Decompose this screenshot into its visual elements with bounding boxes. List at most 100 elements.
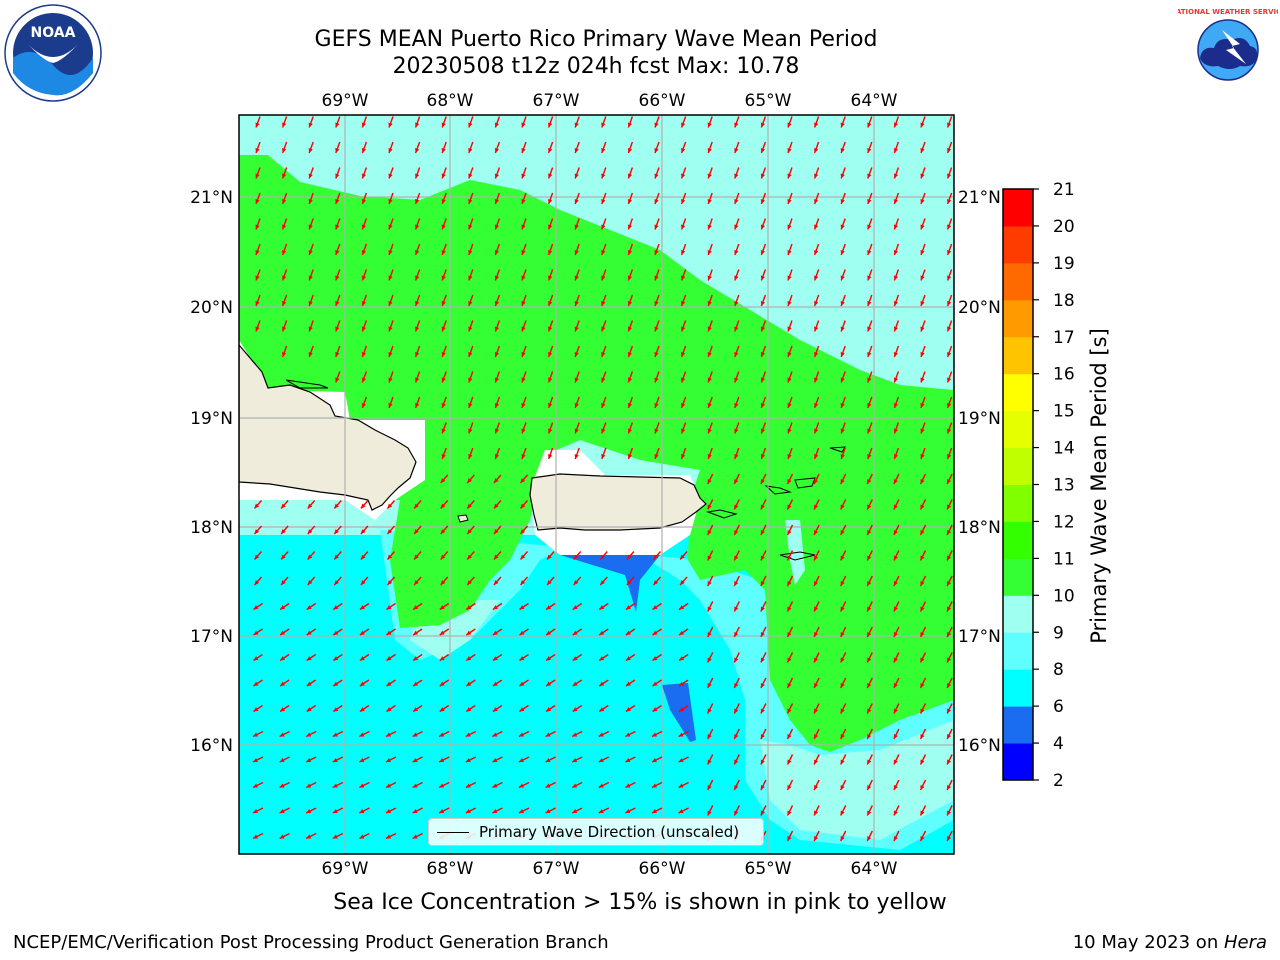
wave-arrow-head (707, 173, 712, 179)
wave-arrow-head (867, 759, 872, 765)
wave-arrow-head (334, 529, 339, 534)
wave-arrow-head (439, 656, 445, 661)
wave-arrow-head (760, 352, 766, 357)
land-culebra (706, 509, 738, 519)
wave-arrow-head (840, 657, 845, 663)
wave-arrow-head (707, 301, 712, 306)
wave-arrow-head (707, 657, 712, 663)
wave-arrow-head (814, 148, 819, 153)
wave-arrow-head (281, 503, 286, 509)
wave-arrow-head (814, 555, 819, 561)
wave-arrow-head (307, 554, 313, 560)
wave-arrow-head (787, 784, 792, 790)
wave-arrow-head (494, 301, 500, 306)
wave-arrow-head (707, 606, 712, 612)
wave-arrow-head (441, 428, 446, 434)
wave-arrow-head (521, 224, 526, 230)
wave-arrow-head (626, 554, 632, 560)
colorbar-segment (1003, 225, 1033, 264)
wave-arrow-head (332, 809, 338, 813)
wave-arrow-head (652, 681, 658, 686)
ocean-period-10-11 (239, 155, 954, 752)
wave-arrow-head (867, 784, 872, 790)
wave-arrow-head (734, 810, 739, 816)
colorbar-tick-label: 4 (1053, 734, 1064, 754)
wave-arrow-head (412, 809, 418, 813)
ocean-period-9-10-south (760, 720, 954, 840)
wave-arrow-head (893, 326, 899, 332)
wave-arrow-head (494, 173, 500, 179)
wave-arrow-head (920, 377, 925, 383)
wave-arrow-head (734, 454, 739, 459)
wave-arrow-head (308, 173, 313, 179)
wave-arrow-head (545, 732, 551, 737)
wave-arrow-head (893, 250, 899, 255)
wave-arrow-head (947, 326, 952, 332)
wave-arrow-head (468, 122, 473, 128)
wave-arrow-head (760, 224, 766, 230)
wave-arrow-head (760, 708, 765, 714)
wave-arrow-head (760, 173, 766, 179)
map-frame (238, 114, 955, 855)
wave-arrow-head (681, 122, 686, 128)
wave-arrow-head (521, 199, 526, 204)
wave-arrow-head (814, 122, 819, 128)
wave-arrow-head (572, 809, 578, 813)
colorbar-segment (1003, 336, 1033, 375)
lon-label-bottom: 68°W (427, 859, 474, 879)
colorbar-tick-label: 6 (1053, 697, 1064, 717)
wave-arrow-head (521, 454, 526, 459)
wave-arrow-head (893, 478, 898, 484)
wave-arrow-head (893, 352, 899, 357)
colorbar-tick-label: 2 (1053, 771, 1064, 791)
wave-arrow-head (627, 377, 633, 383)
wave-arrow-head (492, 732, 498, 737)
wave-arrow-head (867, 224, 872, 230)
wave-arrow-head (867, 682, 872, 688)
wave-arrow-head (814, 580, 819, 586)
wave-arrow-head (947, 352, 952, 357)
wave-arrow-head (254, 580, 260, 585)
wave-arrow-head (814, 326, 819, 332)
wave-arrow-head (279, 758, 285, 762)
wave-arrow-head (414, 503, 419, 509)
wave-arrow-head (439, 605, 445, 610)
wave-arrow-head (441, 377, 446, 383)
wave-arrow-head (465, 809, 471, 813)
lon-label-top: 67°W (533, 91, 580, 111)
wave-arrow-head (573, 554, 579, 560)
wave-arrow-head (840, 835, 845, 841)
wave-arrow-head (493, 554, 499, 560)
wave-arrow-head (494, 428, 500, 434)
wave-arrow-head (494, 122, 500, 128)
wave-arrow-head (306, 809, 312, 813)
wave-arrow-head (335, 148, 340, 153)
colorbar-segment (1003, 706, 1033, 744)
wave-arrow-head (574, 275, 579, 281)
wave-arrow-head (787, 529, 792, 535)
wave-arrow-head (840, 148, 845, 153)
wave-arrow-head (947, 224, 952, 230)
wave-arrow-head (332, 834, 338, 839)
wave-arrow-head (335, 301, 340, 306)
land-st-thomas (764, 485, 792, 495)
wave-arrow-head (306, 681, 312, 686)
colorbar-tick-label: 17 (1053, 328, 1075, 348)
wave-arrow-head (681, 377, 686, 383)
wave-arrow-head (359, 834, 365, 839)
wave-arrow-head (360, 529, 366, 534)
colorbar-segment (1003, 484, 1033, 522)
wave-arrow-head (548, 148, 553, 153)
wave-arrow-head (359, 758, 365, 762)
wave-arrow-head (415, 148, 420, 153)
wave-arrow-head (760, 784, 765, 790)
wave-arrow-head (360, 580, 366, 585)
wave-arrow-head (413, 656, 419, 661)
wave-arrow-head (572, 707, 578, 712)
wave-arrow-head (734, 759, 739, 765)
wave-arrow-head (415, 377, 420, 383)
wave-arrow-head (519, 758, 525, 762)
wave-arrow-head (306, 732, 312, 737)
wave-arrow-head (787, 199, 792, 204)
wave-arrow-head (681, 454, 686, 459)
